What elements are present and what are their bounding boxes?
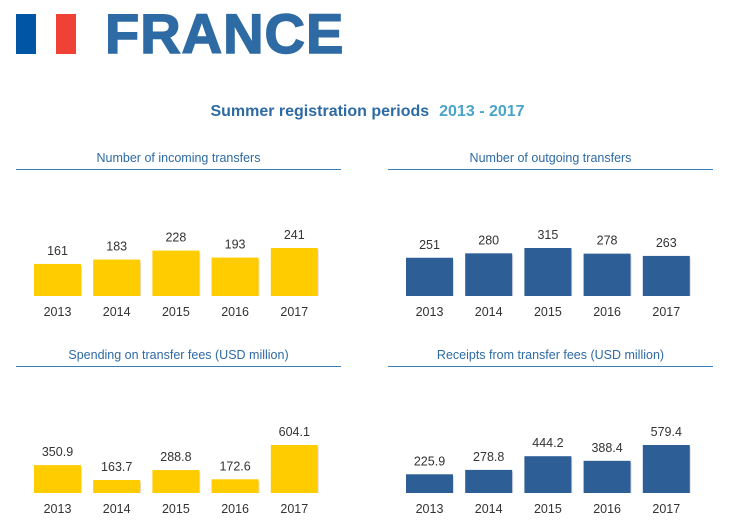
title-rule (388, 169, 713, 170)
data-label: 444.2 (532, 436, 563, 450)
bar-2013 (34, 465, 81, 493)
data-label: 183 (106, 240, 127, 254)
x-tick-label: 2017 (652, 502, 680, 516)
x-tick-label: 2013 (44, 305, 72, 319)
data-label: 315 (537, 228, 558, 242)
bar-2013 (406, 474, 453, 493)
bar-2015 (152, 250, 200, 296)
x-tick-label: 2013 (416, 502, 444, 516)
flag-stripe-blue (16, 14, 36, 54)
bar-2014 (465, 469, 513, 493)
bar-2016 (583, 253, 631, 296)
france-flag (16, 14, 76, 54)
x-tick-label: 2014 (475, 305, 503, 319)
subtitle-main: Summer registration periods (210, 103, 430, 120)
x-tick-label: 2017 (280, 502, 308, 516)
bar-2015 (524, 248, 572, 296)
chart-title: Spending on transfer fees (USD million) (68, 348, 289, 362)
bar-2017 (642, 255, 690, 296)
spending-chart: 350.9 2013 163.7 2014 288.8 2015 172.6 2016 604.… (34, 425, 319, 516)
country-title: FRANCE (104, 1, 345, 66)
x-tick-label: 2015 (534, 305, 562, 319)
bar-2014 (93, 479, 141, 493)
chart-title: Receipts from transfer fees (USD million… (436, 348, 665, 362)
bar-2016 (211, 257, 259, 296)
bar-2017 (642, 445, 690, 493)
incoming-transfers-chart: 161 2013 183 2014 228 2015 193 2016 241 2017 (34, 228, 319, 319)
data-label: 350.9 (42, 445, 73, 459)
data-label: 388.4 (591, 441, 622, 455)
bar-2015 (524, 456, 572, 493)
x-tick-label: 2015 (534, 502, 562, 516)
flag-stripe-white (36, 14, 56, 54)
page-subtitle: Summer registration periods 2013 - 2017 (0, 103, 735, 121)
outgoing-transfers-panel: Number of outgoing transfers 251 2013 280 2… (388, 150, 713, 330)
x-tick-label: 2016 (221, 305, 249, 319)
bar-2014 (93, 259, 141, 296)
x-tick-label: 2015 (162, 502, 190, 516)
x-tick-label: 2017 (652, 305, 680, 319)
title-rule (388, 366, 713, 367)
data-label: 251 (419, 238, 440, 252)
data-label: 163.7 (101, 460, 132, 474)
receipts-panel: Receipts from transfer fees (USD million… (388, 347, 713, 527)
bar-2013 (34, 263, 81, 296)
receipts-chart: 225.9 2013 278.8 2014 444.2 2015 388.4 2016 579.… (406, 425, 691, 516)
data-label: 288.8 (160, 450, 191, 464)
subtitle-years: 2013 - 2017 (439, 103, 525, 120)
bar-2017 (270, 445, 318, 493)
data-label: 161 (47, 244, 68, 258)
x-tick-label: 2013 (416, 305, 444, 319)
bar-2016 (583, 460, 631, 493)
x-tick-label: 2014 (475, 502, 503, 516)
x-tick-label: 2017 (280, 305, 308, 319)
x-tick-label: 2015 (162, 305, 190, 319)
data-label: 172.6 (219, 459, 250, 473)
data-label: 278 (597, 234, 618, 248)
data-label: 263 (656, 236, 677, 250)
incoming-transfers-panel: Number of incoming transfers 161 2013 183 2… (16, 150, 341, 330)
bar-2017 (270, 248, 318, 296)
x-tick-label: 2014 (103, 502, 131, 516)
data-label: 193 (225, 238, 246, 252)
data-label: 241 (284, 228, 305, 242)
x-tick-label: 2014 (103, 305, 131, 319)
x-tick-label: 2016 (221, 502, 249, 516)
outgoing-transfers-chart: 251 2013 280 2014 315 2015 278 2016 263 2017 (406, 228, 691, 319)
data-label: 228 (165, 231, 186, 245)
data-label: 280 (478, 233, 499, 247)
chart-title: Number of incoming transfers (96, 151, 261, 165)
x-tick-label: 2013 (44, 502, 72, 516)
x-tick-label: 2016 (593, 502, 621, 516)
data-label: 604.1 (279, 425, 310, 439)
bar-2014 (465, 253, 513, 296)
data-label: 579.4 (651, 425, 682, 439)
data-label: 225.9 (414, 454, 445, 468)
bar-2015 (152, 470, 200, 493)
x-tick-label: 2016 (593, 305, 621, 319)
flag-stripe-red (56, 14, 76, 54)
data-label: 278.8 (473, 450, 504, 464)
bar-2016 (211, 479, 259, 493)
title-rule (16, 169, 341, 170)
bar-2013 (406, 257, 453, 296)
title-rule (16, 366, 341, 367)
chart-title: Number of outgoing transfers (469, 151, 632, 165)
spending-panel: Spending on transfer fees (USD million) … (16, 347, 341, 527)
